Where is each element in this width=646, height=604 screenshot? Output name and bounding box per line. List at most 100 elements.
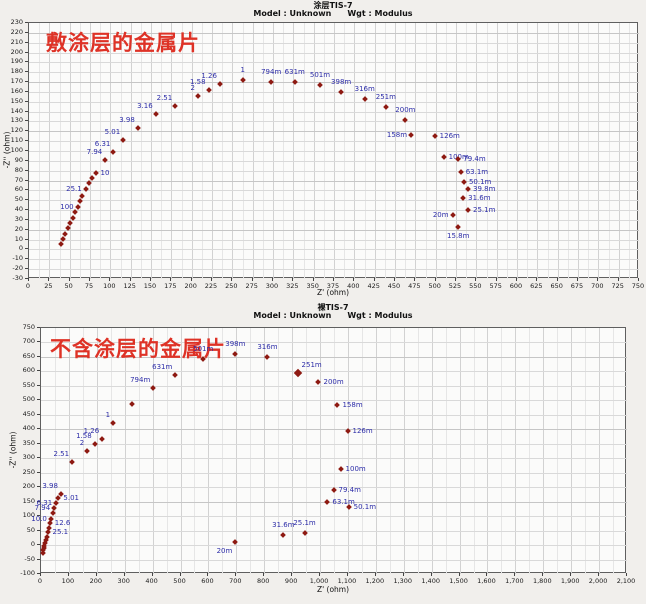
x-axis-tick [251, 278, 253, 281]
gridline [29, 131, 639, 133]
frequency-label: 25.1m [473, 206, 496, 215]
y-axis-tick [25, 248, 28, 250]
x-axis-tick [48, 278, 50, 281]
y-axis-tick [25, 100, 28, 102]
frequency-label: 1 [105, 410, 111, 419]
frequency-label: 631m [152, 362, 173, 371]
x-axis-tick [40, 573, 41, 576]
y-tick-label: 200 [22, 482, 35, 491]
x-axis-tick [402, 573, 404, 576]
gridline [41, 385, 627, 387]
gridline [29, 91, 639, 93]
plot-area [28, 22, 639, 279]
y-axis-tick [25, 218, 28, 220]
frequency-label: 31.6m [468, 194, 491, 203]
frequency-label: 158m [386, 131, 408, 140]
frequency-label: 251m [301, 361, 322, 370]
frequency-label: 794m [261, 68, 282, 77]
x-axis-tick [394, 278, 395, 281]
y-axis-tick [37, 399, 40, 401]
y-tick-label: 220 [10, 27, 23, 36]
x-axis-tick [235, 573, 237, 576]
gridline [389, 328, 391, 574]
y-axis-tick [37, 529, 40, 531]
y-tick-label: 750 [22, 323, 35, 331]
gridline [459, 328, 461, 574]
x-tick-label: 650 [550, 282, 563, 290]
frequency-label: 6.31 [36, 498, 53, 507]
gridline [334, 328, 335, 574]
x-tick-label: 575 [489, 282, 502, 290]
y-axis-tick [25, 189, 28, 191]
gridline [29, 141, 639, 143]
x-tick-label: 200 [89, 577, 103, 585]
y-tick-label: 100 [10, 146, 23, 154]
y-tick-label: 210 [10, 37, 23, 46]
y-tick-label: 0 [18, 244, 23, 253]
x-axis-tick [170, 278, 172, 281]
gridline [82, 328, 84, 574]
x-tick-label: 500 [428, 282, 441, 290]
x-tick-label: 1,600 [477, 577, 496, 585]
y-tick-label: 110 [10, 136, 23, 145]
x-axis-tick [291, 573, 293, 576]
gridline [585, 328, 587, 574]
gridline [41, 458, 627, 460]
gridline [613, 328, 615, 574]
frequency-label: 6.31 [94, 139, 111, 148]
x-tick-label: 700 [229, 577, 242, 585]
y-tick-label: 600 [22, 366, 35, 375]
x-tick-label: 550 [469, 282, 482, 290]
frequency-label: 20m [432, 210, 449, 219]
gridline [29, 72, 639, 74]
gridline [236, 328, 238, 574]
gridline [29, 121, 639, 123]
gridline [599, 328, 601, 574]
y-axis-tick [37, 573, 40, 574]
x-tick-label: 125 [123, 282, 136, 290]
x-axis-tick [68, 278, 70, 281]
y-axis-tick [25, 179, 28, 181]
x-axis-tick [516, 278, 517, 281]
frequency-label: 200m [323, 377, 344, 386]
gridline [41, 400, 627, 402]
gridline [501, 328, 503, 574]
y-axis-tick [25, 209, 28, 211]
x-axis-tick [617, 278, 619, 281]
x-tick-label: 300 [117, 577, 130, 585]
x-tick-label: 2,000 [588, 577, 608, 585]
gridline [41, 356, 627, 358]
y-tick-label: 70 [14, 175, 23, 184]
chart-title: 裸TIS-7 [317, 303, 349, 312]
gridline [473, 328, 475, 574]
x-tick-label: 750 [631, 282, 645, 290]
y-axis-tick [25, 258, 28, 260]
frequency-label: 316m [354, 84, 375, 93]
gridline [347, 328, 349, 574]
x-axis-tick [514, 573, 516, 576]
gridline [361, 328, 363, 574]
frequency-label: 631m [284, 68, 305, 77]
y-tick-label: 100 [22, 511, 35, 520]
x-axis-tick [319, 573, 321, 576]
gridline [68, 328, 70, 574]
x-axis-tick [292, 278, 294, 281]
y-axis-tick [37, 544, 40, 546]
x-tick-label: 425 [367, 282, 380, 290]
x-tick-label: 2,100 [616, 577, 636, 585]
gridline [41, 530, 627, 532]
gridline [29, 269, 639, 271]
frequency-label: 63.1m [465, 167, 489, 176]
gridline [29, 170, 639, 172]
gridline [152, 328, 154, 574]
y-axis-tick [37, 428, 40, 430]
chart-subtitle: Model : Unknown Wgt : Modulus [253, 9, 412, 18]
x-axis-tick [151, 573, 153, 576]
gridline [29, 151, 639, 152]
x-tick-label: 1,400 [421, 577, 440, 585]
x-axis-tick [475, 278, 477, 281]
x-axis-tick [231, 278, 233, 281]
x-axis-tick [28, 278, 29, 281]
y-axis-tick [25, 238, 28, 240]
gridline [445, 328, 447, 574]
